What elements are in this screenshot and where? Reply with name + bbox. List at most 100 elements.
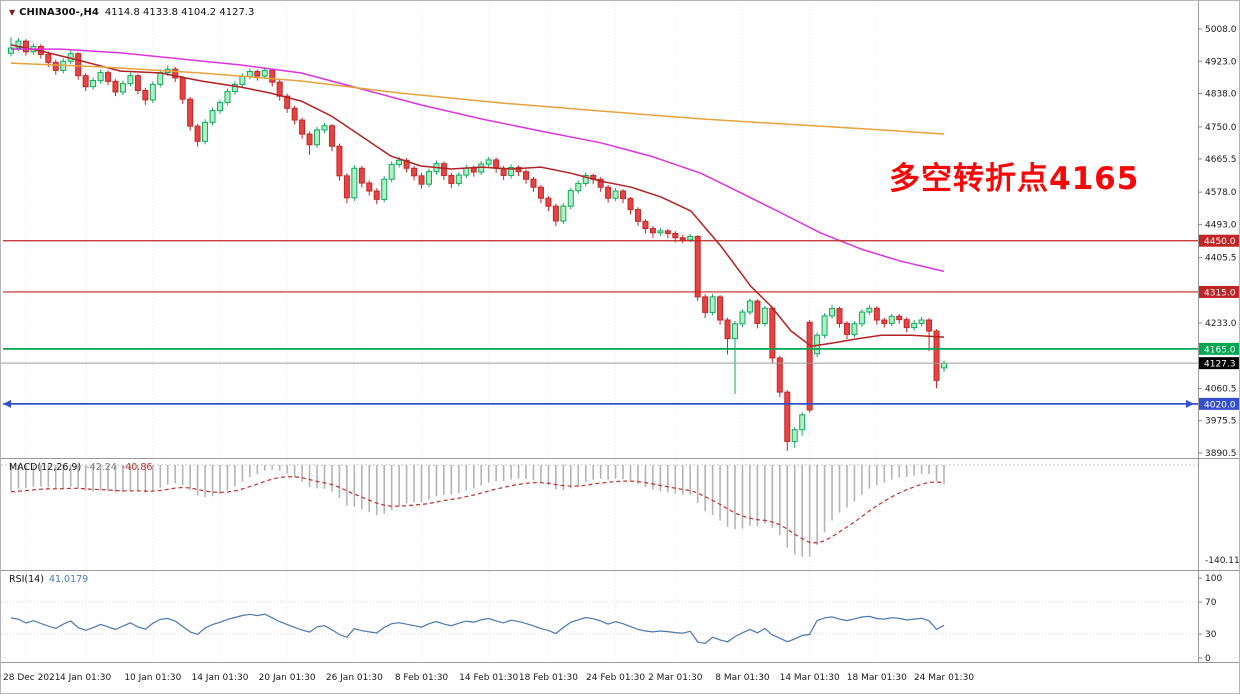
candle [649, 225, 656, 238]
candle [911, 320, 918, 331]
candle [627, 196, 634, 215]
macd-indicator-label: MACD(12,26,9) -42.24 -40.86 [9, 462, 157, 473]
candle [634, 207, 641, 226]
macd-value-signal: -40.86 [121, 462, 153, 473]
candle [567, 187, 574, 210]
ohlc-values: 4114.8 4133.8 4104.2 4127.3 [104, 7, 255, 18]
candle [194, 123, 201, 147]
candle [552, 203, 559, 226]
annotation-text[interactable]: 多空转折点4165 [889, 161, 1140, 197]
candle [82, 73, 89, 91]
candle [202, 119, 209, 145]
time-tick-label: 18 Feb 01:30 [519, 673, 578, 683]
candle [575, 180, 582, 194]
macd-histogram [1, 464, 1198, 557]
svg-text:4165.0: 4165.0 [1204, 345, 1236, 355]
price-tick-label: 4578.0 [1205, 188, 1237, 198]
candle [754, 299, 761, 329]
hline-layer[interactable] [1, 240, 1198, 408]
candle [418, 173, 425, 189]
candle [112, 79, 119, 97]
candle [515, 165, 522, 177]
candle [784, 390, 791, 451]
candle [866, 304, 873, 316]
candle [269, 68, 276, 87]
candle [440, 161, 447, 181]
svg-text:4450.0: 4450.0 [1204, 237, 1236, 247]
candle [127, 72, 134, 87]
price-tick-label: 5008.0 [1205, 25, 1237, 35]
price-tick-label: 3975.5 [1205, 417, 1237, 427]
candle [537, 184, 544, 204]
rsi-tick-label: 100 [1205, 574, 1222, 584]
rsi-name: RSI(14) [9, 574, 44, 585]
price-tick-label: 4750.0 [1205, 123, 1237, 133]
price-tick-label: 3890.5 [1205, 449, 1237, 459]
candle [799, 412, 806, 436]
candle [425, 168, 432, 188]
candle [806, 320, 813, 413]
candle [411, 165, 418, 181]
rsi-tick-label: 0 [1205, 654, 1211, 664]
price-tick-label: 4923.0 [1205, 57, 1237, 67]
time-tick-label: 20 Jan 01:30 [259, 673, 316, 683]
candle [478, 161, 485, 176]
candle [105, 70, 112, 86]
price-badge-4165.0: 4165.0 [1199, 342, 1239, 355]
time-tick-label: 10 Jan 01:30 [124, 673, 181, 683]
candle [179, 76, 186, 104]
candle [172, 66, 179, 83]
price-tick-label: 4838.0 [1205, 90, 1237, 100]
candle [299, 117, 306, 139]
price-tick-label: 4405.5 [1205, 254, 1237, 264]
candle [821, 313, 828, 339]
candle [306, 131, 313, 155]
price-axis[interactable]: 5008.0 4923.0 4838.0 4750.0 4665.5 4578.0 4493… [1198, 25, 1240, 664]
time-tick-label: 14 Jan 01:30 [191, 673, 248, 683]
candle [216, 99, 223, 114]
candle [119, 80, 126, 96]
candle [761, 305, 768, 327]
candle [530, 176, 537, 192]
candle [8, 37, 14, 57]
candle [97, 69, 104, 84]
macd-value-main: -42.24 [86, 462, 117, 473]
candle [851, 321, 858, 338]
candle [918, 316, 925, 327]
candle [508, 164, 515, 179]
candle [336, 143, 343, 181]
time-tick-label: 26 Jan 01:30 [326, 673, 383, 683]
price-badge-4020.0: 4020.0 [1199, 397, 1239, 410]
time-tick-label: 28 Dec 2021 [3, 673, 61, 683]
candle [664, 228, 671, 239]
candle [351, 165, 358, 201]
candle [873, 306, 880, 325]
time-axis[interactable]: 28 Dec 2021 4 Jan 01:30 10 Jan 01:30 14 Jan… [3, 673, 974, 683]
rsi-line [10, 613, 945, 645]
candle [388, 161, 395, 183]
candle [642, 219, 649, 234]
candle [366, 180, 373, 196]
candle [605, 184, 612, 203]
macd-tick-label: -140.11 [1205, 556, 1240, 566]
candle [373, 188, 380, 205]
candle [455, 172, 462, 187]
candle [291, 105, 298, 125]
chart-plot-area[interactable] [1, 1, 1198, 662]
rsi-tick-label: 70 [1205, 598, 1217, 608]
price-tick-label: 4060.5 [1205, 384, 1237, 394]
rsi-tick-label: 30 [1205, 630, 1217, 640]
candle [485, 156, 492, 168]
time-tick-label: 4 Jan 01:30 [60, 673, 112, 683]
candle [381, 176, 388, 203]
candle [90, 77, 97, 90]
price-tick-label: 4233.0 [1205, 319, 1237, 329]
candle [403, 158, 410, 173]
candle [321, 122, 328, 133]
price-badge-4450.0: 4450.0 [1199, 234, 1239, 247]
candle [187, 96, 194, 131]
candle [888, 313, 895, 327]
candle [702, 294, 709, 319]
